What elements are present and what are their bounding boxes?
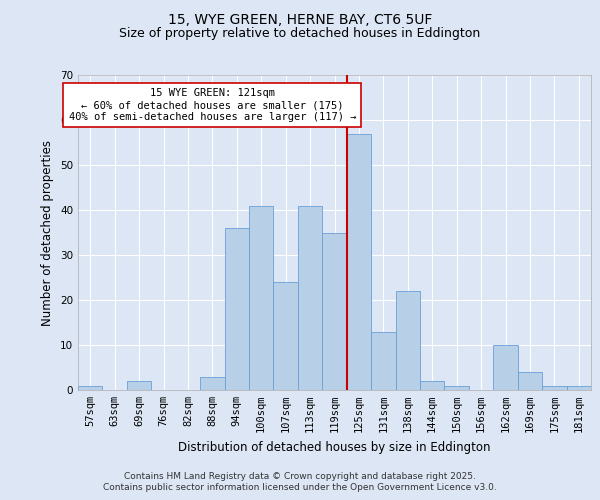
Bar [371, 332, 395, 390]
Bar [566, 386, 591, 390]
Bar [395, 291, 420, 390]
Bar [127, 381, 151, 390]
Text: 15 WYE GREEN: 121sqm
← 60% of detached houses are smaller (175)
40% of semi-deta: 15 WYE GREEN: 121sqm ← 60% of detached h… [68, 88, 356, 122]
Bar [493, 345, 518, 390]
Bar [249, 206, 274, 390]
Y-axis label: Number of detached properties: Number of detached properties [41, 140, 55, 326]
Bar [298, 206, 322, 390]
Bar [322, 232, 347, 390]
Bar [224, 228, 249, 390]
Bar [445, 386, 469, 390]
Bar [347, 134, 371, 390]
Bar [274, 282, 298, 390]
Bar [420, 381, 445, 390]
X-axis label: Distribution of detached houses by size in Eddington: Distribution of detached houses by size … [178, 440, 491, 454]
Bar [542, 386, 566, 390]
Bar [78, 386, 103, 390]
Text: Contains HM Land Registry data © Crown copyright and database right 2025.
Contai: Contains HM Land Registry data © Crown c… [103, 472, 497, 492]
Bar [200, 376, 224, 390]
Text: Size of property relative to detached houses in Eddington: Size of property relative to detached ho… [119, 28, 481, 40]
Text: 15, WYE GREEN, HERNE BAY, CT6 5UF: 15, WYE GREEN, HERNE BAY, CT6 5UF [168, 12, 432, 26]
Bar [518, 372, 542, 390]
